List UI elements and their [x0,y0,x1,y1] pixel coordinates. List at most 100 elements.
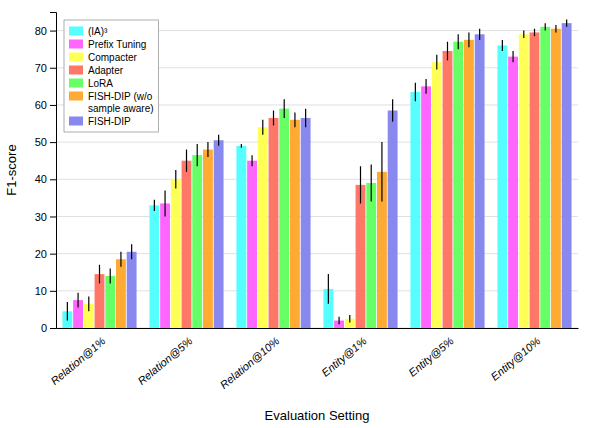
y-tick-mark [50,291,56,292]
y-tick-mark [50,142,56,143]
error-bar [164,190,165,216]
x-tick-label: Relation@5% [135,334,195,387]
x-tick: Relation@1% [48,334,108,387]
y-tick: 0 [41,322,56,334]
error-bar [566,19,567,26]
error-bar [262,120,263,135]
bar [475,34,485,328]
error-bar [131,244,132,259]
bar [356,185,366,328]
legend-item: Compacter [69,52,138,63]
legend-label: FISH-DIP [88,116,131,127]
x-tick: Relation@10% [218,334,282,391]
error-bar [338,317,339,324]
error-bar [381,142,382,201]
error-bar [294,112,295,127]
x-tick-label: Entity@10% [488,334,542,382]
legend: (IA)³ Prefix Tuning Compacter Adapter LoRA FI… [64,20,159,132]
error-bar [371,164,372,201]
bar [105,276,115,328]
bar [236,146,246,328]
x-axis: Relation@1% Relation@5% Relation@10% Entity… [48,329,578,392]
bars [62,19,571,328]
y-axis-title: F1-score [4,144,19,195]
bar [464,40,474,328]
error-bar [197,144,198,166]
error-bar [328,274,329,304]
x-axis-line [57,328,579,329]
error-bar [360,166,361,203]
legend-swatch [69,117,83,126]
legend-label: Adapter [88,65,124,76]
legend-item: Prefix Tuning [69,39,146,50]
bar [508,57,518,328]
legend-item: (IA)³ [69,26,108,37]
bar [149,205,159,328]
legend-swatch [69,79,83,88]
y-tick-label: 60 [35,99,47,111]
y-tick-label: 50 [35,136,47,148]
bar [269,118,279,328]
legend-swatch [69,27,83,36]
y-axis-line [50,13,57,329]
y-tick-label: 80 [35,25,47,37]
y-tick-label: 10 [35,285,47,297]
bar [258,127,268,328]
y-tick-mark [50,328,56,329]
legend-swatch [69,40,83,49]
error-bar [154,200,155,211]
y-tick-mark [50,179,56,180]
error-bar [207,142,208,157]
y-tick: 20 [35,248,56,260]
chart: 01020304050607080Relation@1%Relation@5%R… [0,0,590,428]
bar [290,120,300,328]
error-bar [415,83,416,102]
y-tick-mark [50,216,56,217]
y-tick-mark [50,254,56,255]
y-axis: 0 10 20 30 40 50 60 70 80 [35,13,57,335]
bar [432,62,442,328]
error-bar [186,150,187,172]
y-tick-label: 40 [35,173,47,185]
error-bar [77,293,78,308]
bar [247,161,257,328]
bar [203,150,213,328]
error-bar [175,170,176,189]
error-bar [241,144,242,148]
bar [530,32,540,328]
bar [160,203,170,328]
plot: 01020304050607080Relation@1%Relation@5%R… [35,13,579,392]
bar [540,27,550,328]
legend-swatch [69,53,83,62]
legend-label: Compacter [88,52,138,63]
y-tick: 60 [35,99,56,111]
bar-series [116,25,561,328]
error-bar [284,99,285,118]
error-bar [218,135,219,146]
bar [116,259,126,328]
y-tick-label: 20 [35,248,47,260]
error-bar [502,40,503,51]
bar [551,29,561,328]
error-bar [392,99,393,121]
y-tick: 30 [35,210,56,222]
bar-series [127,19,572,328]
error-bar [534,29,535,36]
y-tick-label: 70 [35,62,47,74]
legend-label: (IA)³ [88,26,108,37]
bar-series [95,29,540,328]
bar [279,109,289,328]
legend-swatch [69,66,83,75]
error-bar [305,109,306,128]
legend-label: Prefix Tuning [88,39,146,50]
bar [182,161,192,328]
bar [192,155,202,328]
bar [366,183,376,328]
y-tick: 70 [35,62,56,74]
bar [388,111,398,328]
legend-swatch [69,92,83,101]
bar [301,118,311,328]
error-bar [251,155,252,166]
legend-label: LoRA [88,78,113,89]
error-bar [555,25,556,32]
